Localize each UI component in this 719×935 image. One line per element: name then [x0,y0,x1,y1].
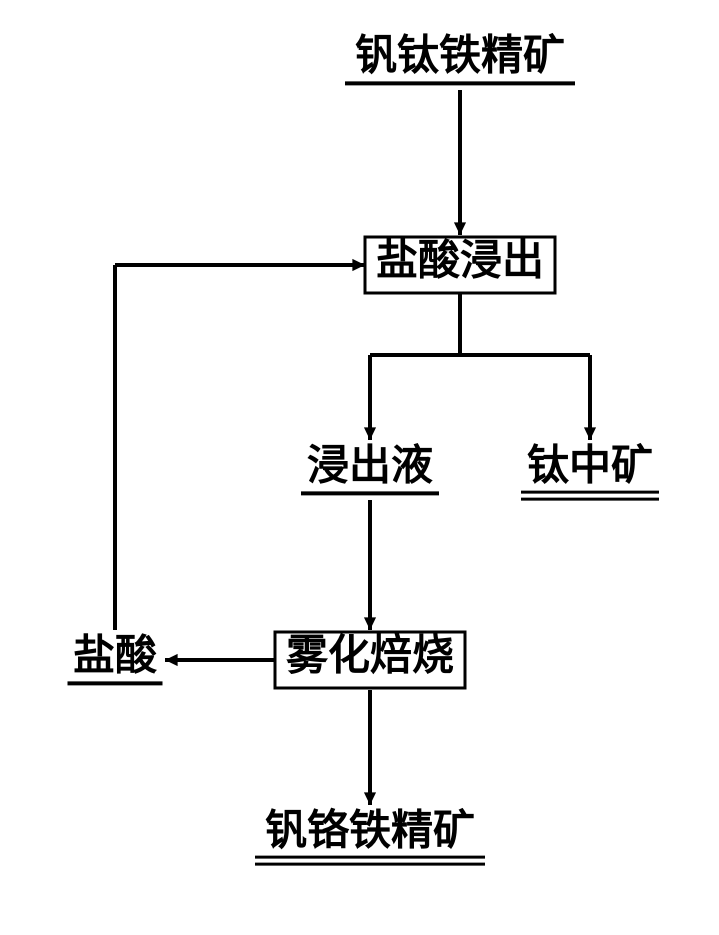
node-leach: 盐酸浸出 [365,237,555,293]
node-label: 盐酸 [73,633,158,680]
node-liquid: 浸出液 [301,443,439,494]
node-roast: 雾化焙烧 [275,632,465,688]
node-hcl: 盐酸 [68,633,163,684]
node-label: 钒铬铁精矿 [265,807,475,855]
node-ti: 钛中矿 [521,443,659,499]
node-output: 钒铬铁精矿 [255,807,485,864]
node-input: 钒钛铁精矿 [345,33,575,84]
node-label: 钒钛铁精矿 [355,33,565,80]
node-label: 钛中矿 [527,443,653,490]
node-label: 盐酸浸出 [376,238,544,285]
node-label: 雾化焙烧 [286,633,454,680]
node-label: 浸出液 [307,443,433,490]
